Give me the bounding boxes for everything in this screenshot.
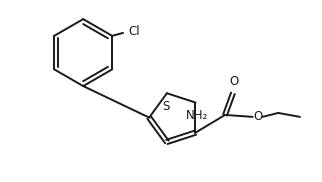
Text: NH₂: NH₂ — [186, 109, 209, 122]
Text: S: S — [162, 100, 170, 113]
Text: O: O — [253, 110, 262, 123]
Text: Cl: Cl — [128, 25, 139, 38]
Text: O: O — [229, 75, 239, 88]
